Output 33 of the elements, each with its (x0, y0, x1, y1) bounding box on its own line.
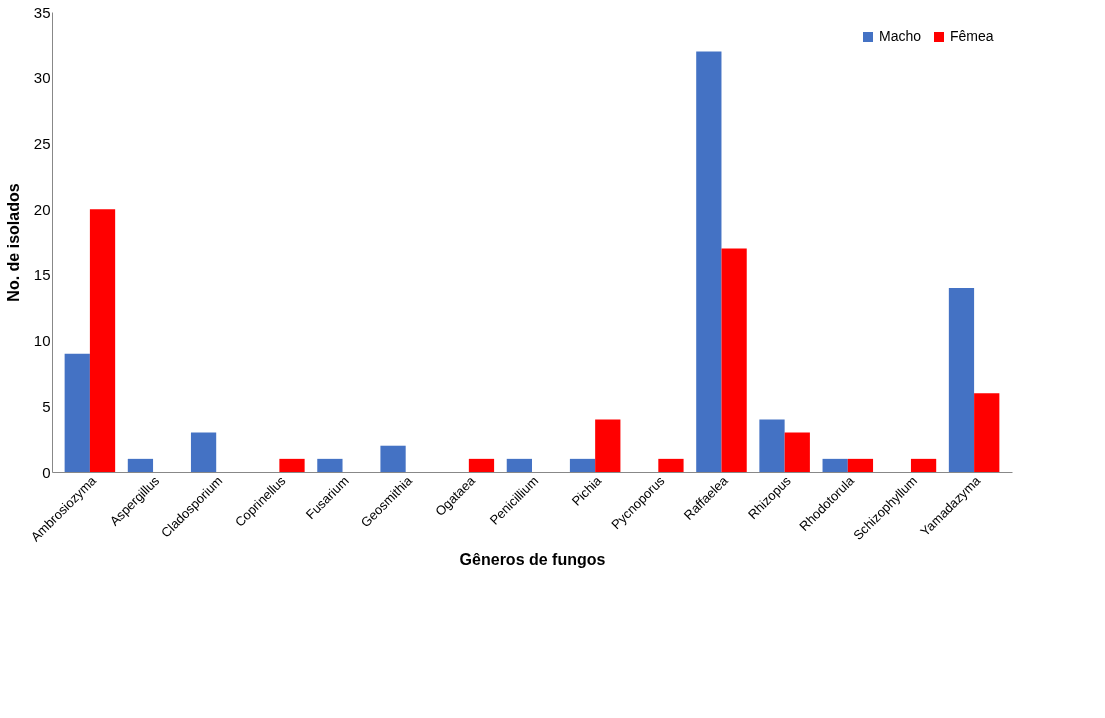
bar (506, 458, 532, 472)
bar (595, 419, 621, 472)
bar (721, 248, 747, 472)
bar (759, 419, 785, 472)
y-tick-label: 0 (42, 463, 51, 481)
legend-label: Fêmea (950, 28, 994, 44)
bar (279, 458, 305, 472)
bar (317, 458, 343, 472)
y-tick-label: 20 (33, 200, 51, 218)
y-tick-label: 35 (33, 3, 51, 21)
bar (89, 209, 116, 472)
bar (658, 458, 684, 472)
bar (696, 51, 722, 472)
bar (910, 458, 937, 472)
bar (784, 432, 810, 472)
bar (847, 458, 874, 472)
y-tick-label: 5 (42, 397, 51, 415)
y-tick-label: 10 (33, 332, 51, 350)
bar (468, 458, 495, 472)
bar (948, 288, 975, 472)
x-axis-title: Gêneros de fungos (459, 551, 606, 569)
bar (127, 458, 154, 472)
bar (569, 458, 596, 472)
bar (380, 445, 406, 472)
y-axis-title: No. de isolados (4, 183, 22, 302)
y-tick-label: 25 (33, 134, 51, 152)
y-tick-label: 15 (33, 266, 51, 284)
bar (822, 458, 848, 472)
y-tick-label: 30 (33, 69, 51, 87)
bar (64, 353, 90, 472)
legend-label: Macho (879, 28, 922, 44)
bar (974, 393, 1000, 472)
bar (190, 432, 217, 472)
